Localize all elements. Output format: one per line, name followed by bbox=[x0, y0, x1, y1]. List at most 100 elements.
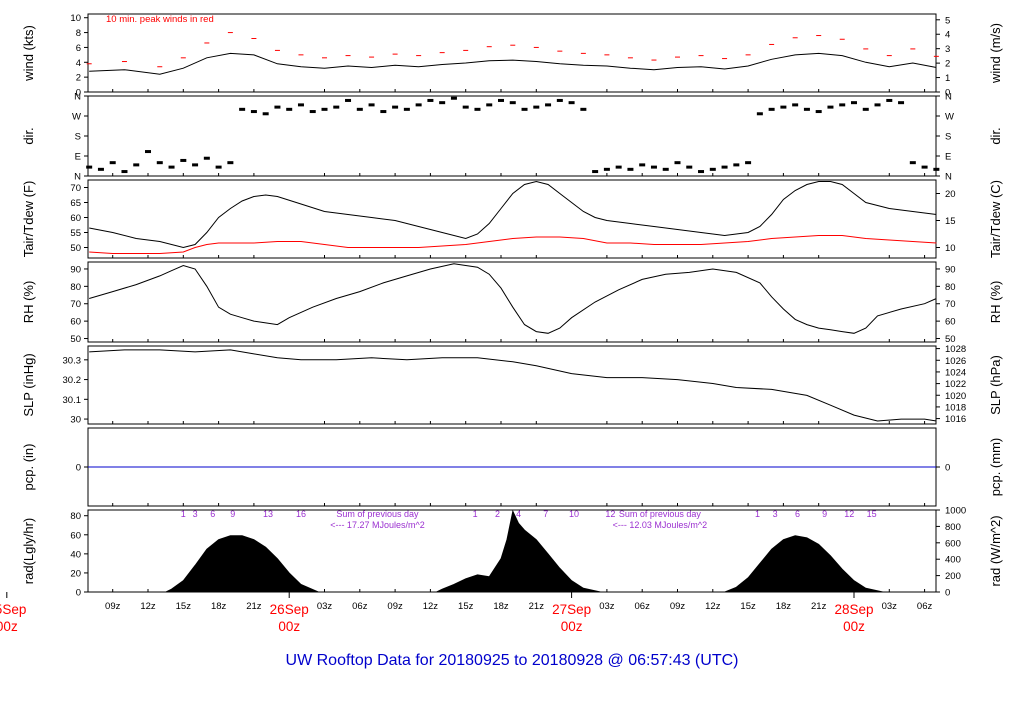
dir-point bbox=[921, 165, 928, 169]
dir-point bbox=[180, 158, 187, 162]
ytick-label-temp: 55 bbox=[70, 228, 81, 239]
dir-point bbox=[462, 105, 469, 109]
ytick-right-label-slp: 1020 bbox=[945, 391, 966, 402]
series-line-temp-tdew bbox=[89, 235, 937, 254]
dir-point bbox=[521, 107, 528, 111]
ytick-right-label-dir: N bbox=[945, 172, 952, 183]
xtick-label: 21z bbox=[529, 601, 545, 612]
ytick-right-label-rad: 1000 bbox=[945, 506, 966, 517]
ytick-label-wind: 2 bbox=[76, 73, 81, 84]
ytick-label-temp: 65 bbox=[70, 198, 81, 209]
dir-point bbox=[709, 167, 716, 171]
dir-point bbox=[733, 163, 740, 167]
ytick-label-wind: 6 bbox=[76, 43, 81, 54]
date-time-label: 00z bbox=[843, 619, 865, 634]
ylabel-right-slp: SLP (hPa) bbox=[988, 355, 1003, 415]
dir-point bbox=[392, 105, 399, 109]
ylabel-slp: SLP (inHg) bbox=[21, 353, 36, 416]
ylabel-rh: RH (%) bbox=[21, 281, 36, 324]
panel-frame-slp bbox=[87, 345, 937, 425]
dir-point bbox=[933, 167, 940, 171]
xtick-label: 12z bbox=[140, 601, 156, 612]
ytick-label-rh: 60 bbox=[70, 317, 81, 328]
daily-hour-label: 9 bbox=[230, 509, 235, 519]
xtick-label: 18z bbox=[493, 601, 509, 612]
dir-point bbox=[486, 103, 493, 107]
ylabel-rad: rad(Lgly/hr) bbox=[21, 518, 36, 584]
xtick-label: 21z bbox=[246, 601, 262, 612]
dir-point bbox=[145, 150, 152, 154]
daily-hour-label: 12 bbox=[844, 509, 854, 519]
ytick-right-label-pcp: 0 bbox=[945, 463, 950, 474]
dir-point bbox=[333, 105, 340, 109]
ytick-label-wind: 0 bbox=[76, 88, 81, 99]
ytick-label-temp: 70 bbox=[70, 183, 81, 194]
xtick-label: 18z bbox=[776, 601, 792, 612]
dir-point bbox=[380, 110, 387, 114]
dir-point bbox=[768, 107, 775, 111]
dir-point bbox=[792, 103, 799, 107]
dir-point bbox=[297, 103, 304, 107]
ytick-right-label-rh: 50 bbox=[945, 334, 956, 345]
dir-point bbox=[862, 107, 869, 111]
xtick-label: 21z bbox=[811, 601, 827, 612]
ytick-label-rh: 90 bbox=[70, 264, 81, 275]
ylabel-dir: dir. bbox=[21, 127, 36, 144]
dir-point bbox=[686, 165, 693, 169]
ylabel-right-rad: rad (W/m^2) bbox=[988, 515, 1003, 586]
daily-hour-label: 6 bbox=[210, 509, 215, 519]
dir-point bbox=[109, 161, 116, 165]
series-line-rh bbox=[89, 263, 937, 334]
dir-point bbox=[356, 107, 363, 111]
ytick-label-rad: 80 bbox=[70, 511, 81, 522]
dir-point bbox=[674, 161, 681, 165]
ylabel-right-pcp: pcp. (mm) bbox=[988, 438, 1003, 497]
ylabel-right-wind: wind (m/s) bbox=[988, 23, 1003, 84]
dir-point bbox=[497, 98, 504, 102]
dir-point bbox=[603, 167, 610, 171]
ytick-right-label-rad: 400 bbox=[945, 555, 961, 566]
dir-point bbox=[898, 101, 905, 105]
ytick-label-temp: 60 bbox=[70, 213, 81, 224]
dir-point bbox=[168, 165, 175, 169]
dir-point bbox=[368, 103, 375, 107]
dir-point bbox=[545, 103, 552, 107]
dir-point bbox=[592, 170, 599, 174]
xtick-label: 15z bbox=[176, 601, 192, 612]
dir-point bbox=[509, 101, 516, 105]
ytick-label-rh: 70 bbox=[70, 299, 81, 310]
xtick-label: 03z bbox=[599, 601, 615, 612]
dir-point bbox=[345, 98, 352, 102]
xtick-label: 06z bbox=[635, 601, 651, 612]
xtick-label: 09z bbox=[670, 601, 686, 612]
dir-point bbox=[756, 112, 763, 116]
daily-hour-label: 10 bbox=[569, 509, 579, 519]
xtick-label: 18z bbox=[211, 601, 227, 612]
dir-point bbox=[121, 170, 128, 174]
series-line-temp-tair bbox=[89, 180, 937, 249]
ytick-right-label-slp: 1016 bbox=[945, 414, 966, 425]
dir-point bbox=[274, 105, 281, 109]
dir-point bbox=[309, 110, 316, 114]
ytick-label-rad: 20 bbox=[70, 568, 81, 579]
daily-hour-label: 12 bbox=[605, 509, 615, 519]
dir-point bbox=[639, 163, 646, 167]
ylabel-right-rh: RH (%) bbox=[988, 281, 1003, 324]
date-label: 28Sep bbox=[834, 602, 873, 617]
ytick-right-label-slp: 1022 bbox=[945, 379, 966, 390]
dir-point bbox=[321, 107, 328, 111]
dir-point bbox=[415, 103, 422, 107]
ytick-right-label-wind: 3 bbox=[945, 44, 950, 55]
ytick-label-wind: 4 bbox=[76, 58, 81, 69]
ytick-right-label-temp: 20 bbox=[945, 189, 956, 200]
ytick-label-dir: W bbox=[72, 112, 81, 123]
date-label: 27Sep bbox=[552, 602, 591, 617]
ytick-right-label-wind: 2 bbox=[945, 59, 950, 70]
daily-hour-label: 13 bbox=[263, 509, 273, 519]
panel-frame-rh bbox=[87, 261, 937, 343]
ytick-label-pcp: 0 bbox=[76, 463, 81, 474]
ytick-right-label-rh: 70 bbox=[945, 299, 956, 310]
dir-point bbox=[227, 161, 234, 165]
dir-point bbox=[403, 107, 410, 111]
